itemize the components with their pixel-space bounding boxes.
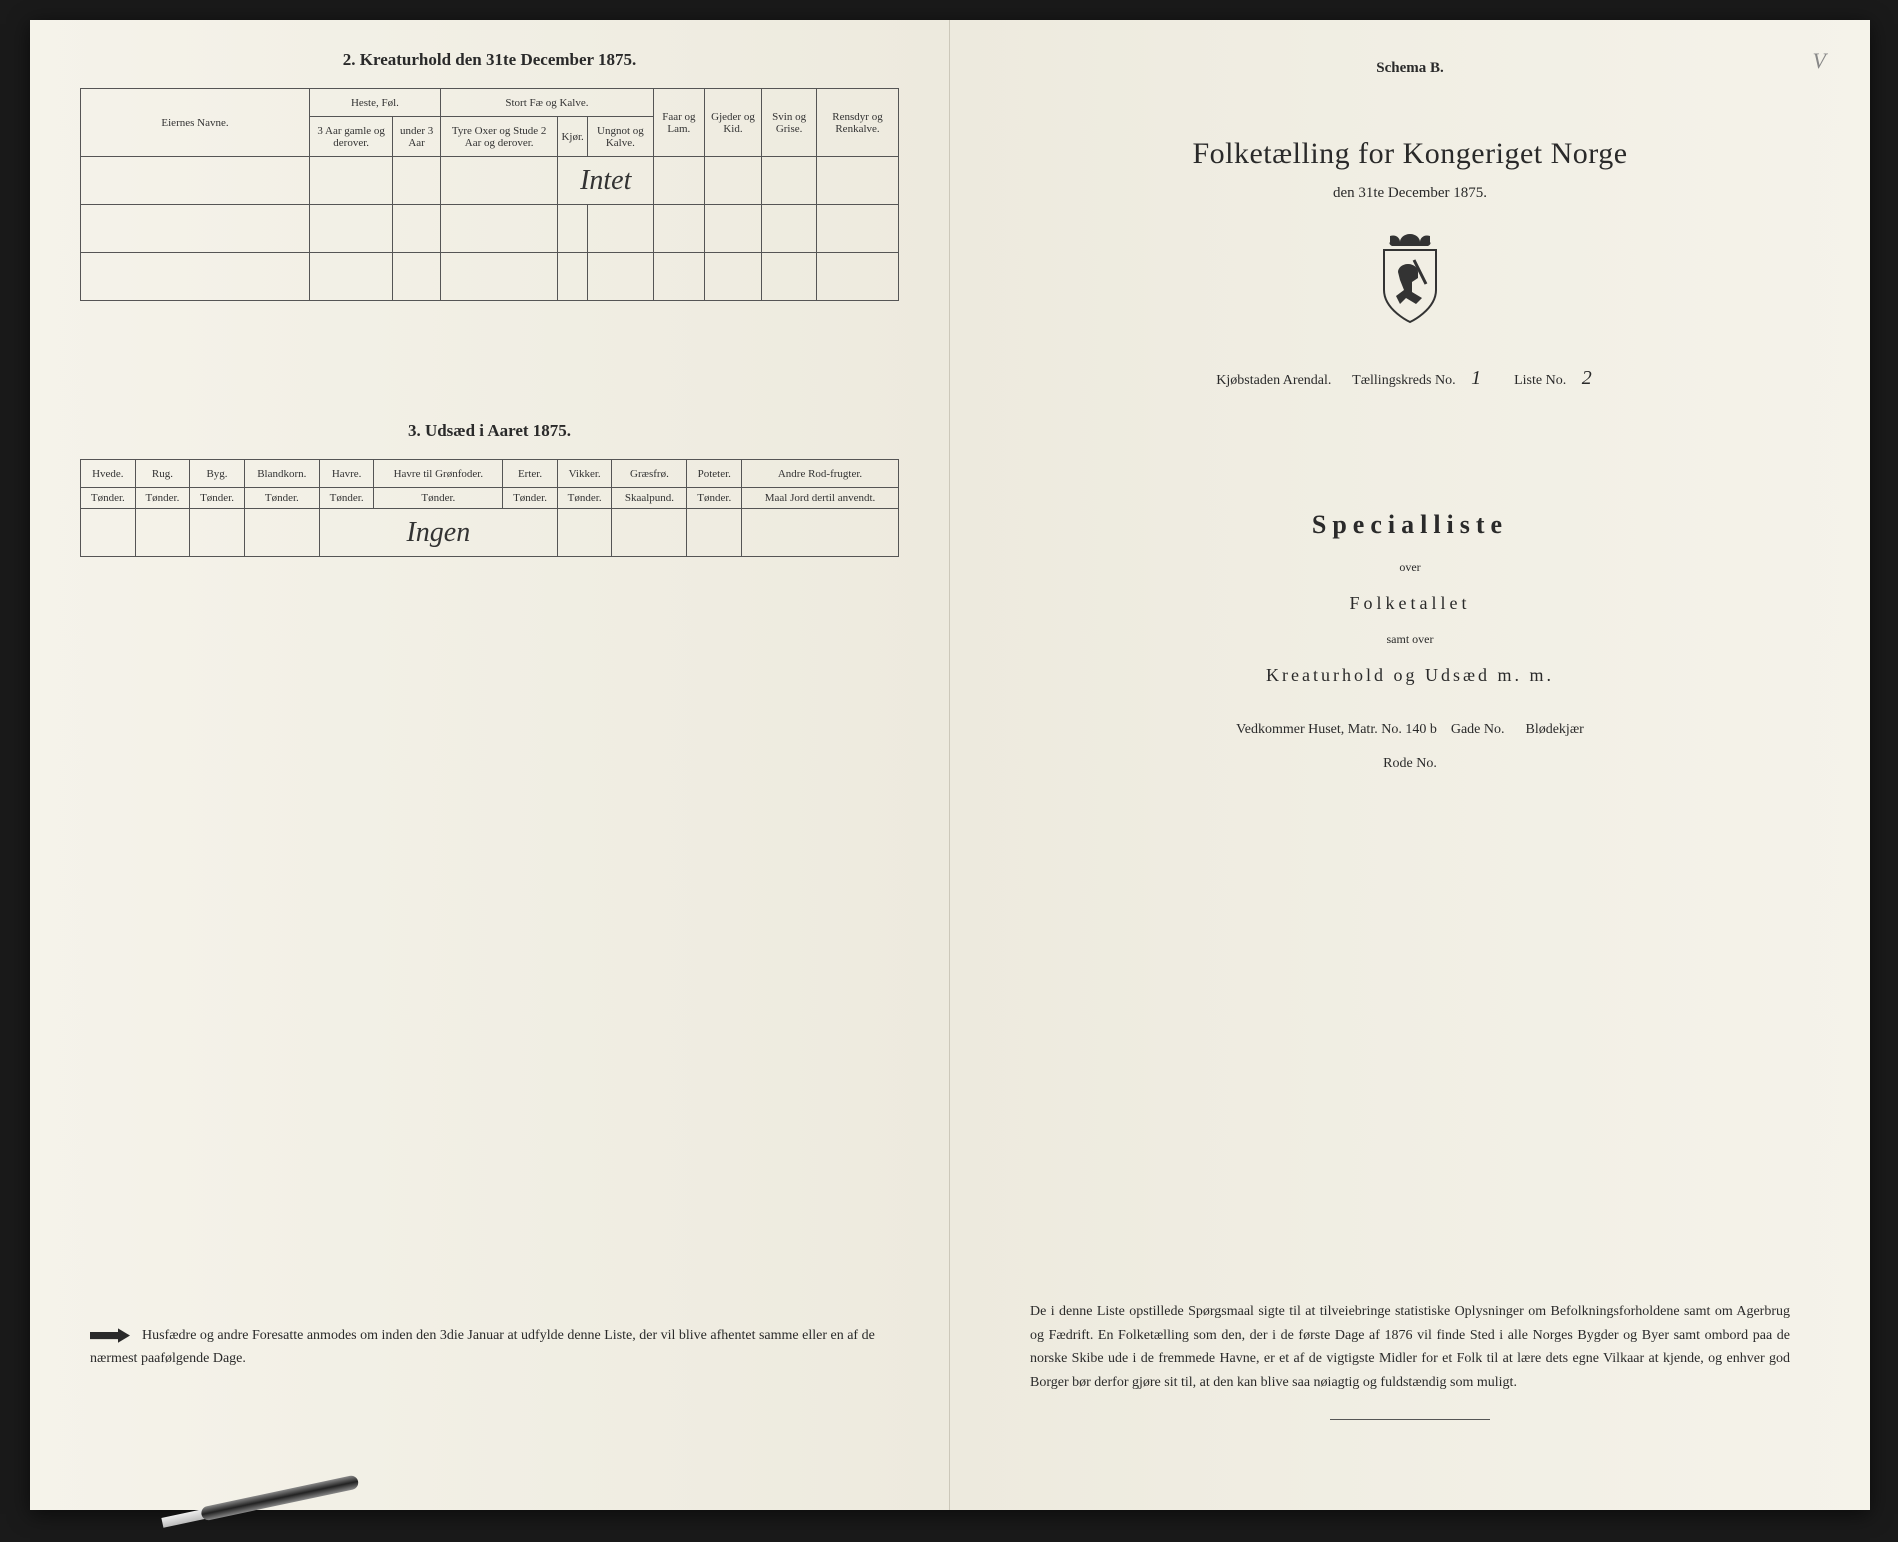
t2-s-4: Tønder. [319,488,374,509]
left-page: 2. Kreaturhold den 31te December 1875. E… [30,20,950,1510]
t2-h-1: Rug. [135,460,190,488]
table-row [81,205,899,253]
handwritten-ingen: Ingen [319,509,557,557]
col-stort-sub-0: Tyre Oxer og Stude 2 Aar og derover. [440,117,558,157]
section3-title: 3. Udsæd i Aaret 1875. [80,421,899,441]
main-title: Folketælling for Kongeriget Norge [1000,137,1820,171]
table-row: Ingen [81,509,899,557]
huset-hw: Matr. No. 140 b [1348,722,1437,737]
t2-s-9: Tønder. [687,488,742,509]
col-heste-sub-0: 3 Aar gamle og derover. [310,117,393,157]
table-row: Intet [81,157,899,205]
t2-s-1: Tønder. [135,488,190,509]
date-subtitle: den 31te December 1875. [1000,185,1820,202]
liste-value: 2 [1570,367,1604,389]
coat-of-arms-icon [1370,232,1450,327]
col-rensdyr: Rensdyr og Renkalve. [816,89,898,157]
t2-h-7: Vikker. [557,460,612,488]
t2-h-8: Græsfrø. [612,460,687,488]
col-heste-sub-1: under 3 Aar [393,117,441,157]
schema-label: Schema B. [1000,60,1820,77]
pointing-hand-icon [90,1327,130,1345]
handwritten-intet: Intet [558,157,654,205]
corner-mark: V [1813,48,1826,74]
book-spread: 2. Kreaturhold den 31te December 1875. E… [30,20,1870,1510]
t2-s-6: Tønder. [503,488,558,509]
meta-line: Kjøbstaden Arendal. Tællingskreds No. 1 … [1000,367,1820,390]
t2-s-7: Tønder. [557,488,612,509]
t2-s-3: Tønder. [244,488,319,509]
pen-object [158,1458,382,1542]
t2-h-4: Havre. [319,460,374,488]
huset-label: Vedkommer Huset, [1236,722,1344,737]
col-stort-sub-2: Ungnot og Kalve. [587,117,653,157]
livestock-table: Eiernes Navne. Heste, Føl. Stort Fæ og K… [80,88,899,301]
col-svin: Svin og Grise. [762,89,817,157]
gade-label: Gade No. [1451,722,1505,737]
right-page: V Schema B. Folketælling for Kongeriget … [950,20,1870,1510]
kjob-label: Kjøbstaden Arendal. [1216,373,1331,388]
t2-h-0: Hvede. [81,460,136,488]
kreds-label: Tællingskreds No. [1352,373,1455,388]
over-label: over [1000,560,1820,575]
table-row [81,253,899,301]
col-heste-group: Heste, Føl. [310,89,441,117]
col-owner: Eiernes Navne. [81,89,310,157]
col-stort-group: Stort Fæ og Kalve. [440,89,653,117]
samt-label: samt over [1000,632,1820,647]
rode-label: Rode No. [1000,756,1820,772]
t2-s-5: Tønder. [374,488,503,509]
t2-s-8: Skaalpund. [612,488,687,509]
t2-s-0: Tønder. [81,488,136,509]
t2-s-10: Maal Jord dertil anvendt. [742,488,899,509]
kreatur-line: Kreaturhold og Udsæd m. m. [1000,665,1820,686]
t2-h-10: Andre Rod-frugter. [742,460,899,488]
t2-h-5: Havre til Grønfoder. [374,460,503,488]
specialliste-title: Specialliste [1000,510,1820,540]
seed-table: Hvede. Rug. Byg. Blandkorn. Havre. Havre… [80,459,899,557]
col-faar: Faar og Lam. [654,89,705,157]
t2-h-3: Blandkorn. [244,460,319,488]
divider [1330,1419,1490,1420]
gade-hw: Blødekjær [1525,722,1583,737]
kreds-value: 1 [1459,367,1493,389]
t2-h-2: Byg. [190,460,245,488]
col-stort-sub-1: Kjør. [558,117,587,157]
t2-s-2: Tønder. [190,488,245,509]
folketallet-label: Folketallet [1000,593,1820,614]
section2-title: 2. Kreaturhold den 31te December 1875. [80,50,899,70]
t2-h-6: Erter. [503,460,558,488]
t2-h-9: Poteter. [687,460,742,488]
left-footnote-block: Husfædre og andre Foresatte anmodes om i… [90,1325,889,1370]
left-footnote: Husfædre og andre Foresatte anmodes om i… [90,1328,875,1365]
liste-label: Liste No. [1514,373,1566,388]
huset-line: Vedkommer Huset, Matr. No. 140 b Gade No… [1000,722,1820,738]
col-gjeder: Gjeder og Kid. [704,89,762,157]
right-footnote: De i denne Liste opstillede Spørgsmaal s… [1000,1300,1820,1395]
right-footnote-block: De i denne Liste opstillede Spørgsmaal s… [1000,1280,1820,1420]
